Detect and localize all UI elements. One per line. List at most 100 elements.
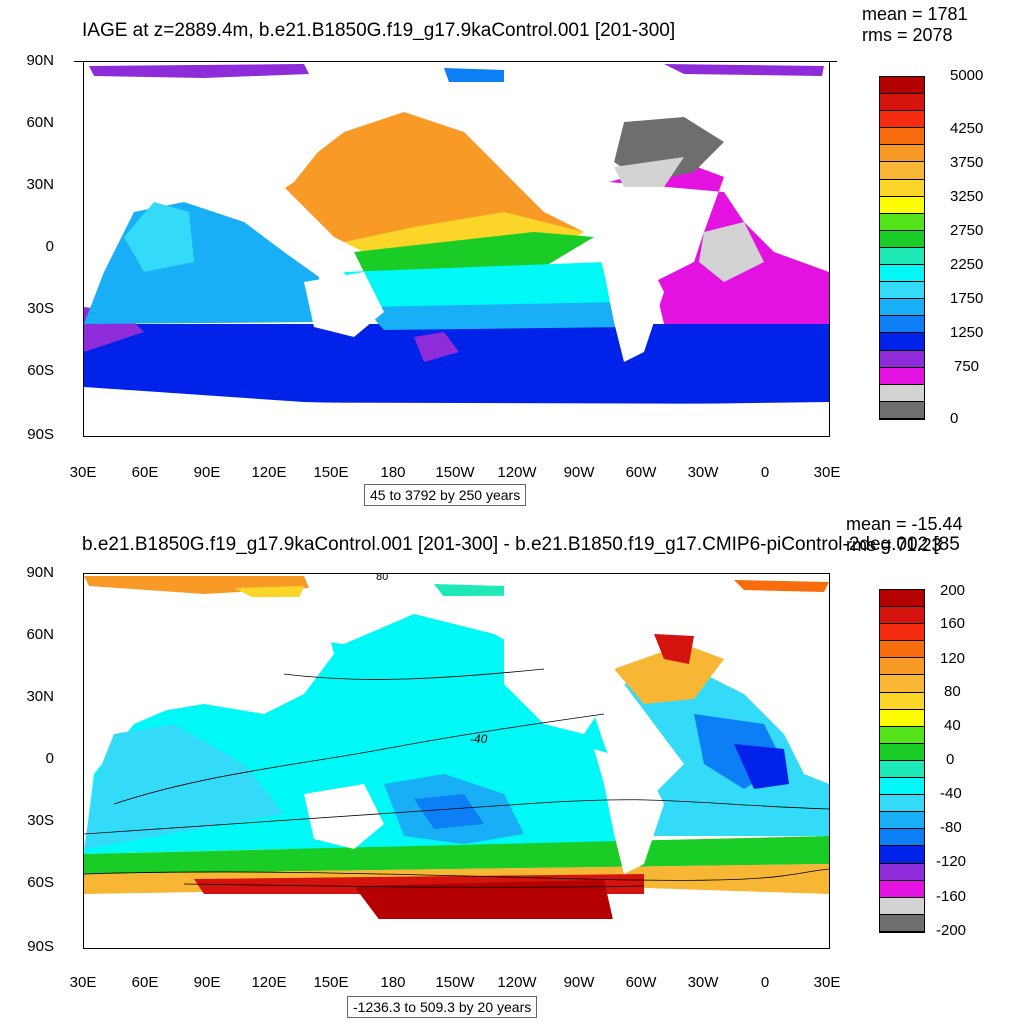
top-eurasia-land: [84, 92, 334, 222]
colorbar-label: -80: [940, 819, 962, 836]
bottom-contour-line: [283, 668, 545, 680]
bottom-eurasia-land: [84, 604, 334, 734]
bottom-lon-label: 30E: [813, 974, 841, 991]
top-lat-label: 30N: [26, 176, 54, 193]
colorbar-swatch: [880, 401, 924, 419]
bottom-mean-label: mean = -15.44: [846, 514, 963, 534]
colorbar-swatch: [880, 316, 924, 334]
bottom-arctic-red: [734, 580, 829, 592]
bottom-north-atlantic-red: [654, 634, 694, 664]
colorbar-swatch: [880, 709, 924, 727]
top-lat-label: 90N: [26, 52, 54, 69]
bottom-antarctica-land: [84, 919, 829, 948]
colorbar-label: 200: [940, 582, 966, 599]
bottom-lon-label: 90W: [563, 974, 595, 991]
top-panel: IAGE at z=2889.4m, b.e21.B1850G.f19_g17.…: [26, 4, 984, 506]
bottom-lon-label: 150E: [313, 974, 349, 991]
top-rms-label: rms = 2078: [862, 25, 953, 45]
top-lon-label: 90E: [193, 464, 221, 481]
colorbar-swatch: [880, 795, 924, 813]
colorbar-swatch: [880, 607, 924, 625]
colorbar-swatch: [880, 94, 924, 112]
top-arctic-purple: [89, 64, 309, 78]
colorbar-label: 80: [944, 683, 961, 700]
colorbar-swatch: [880, 914, 924, 932]
top-lat-label: 90S: [27, 426, 54, 443]
top-pacific-blue: [364, 302, 629, 330]
colorbar-label: 1250: [950, 324, 984, 341]
bottom-north-atlantic-orange: [614, 644, 724, 704]
colorbar-swatch: [880, 760, 924, 779]
top-africa-land: [744, 102, 829, 262]
colorbar-swatch: [880, 590, 924, 608]
bottom-contour-line: [84, 868, 829, 881]
colorbar-swatch: [880, 230, 924, 248]
colorbar-swatch: [880, 846, 924, 864]
colorbar-swatch: [880, 675, 924, 693]
colorbar-label: 0: [950, 410, 959, 427]
top-panel-title: IAGE at z=2889.4m, b.e21.B1850G.f19_g17.…: [82, 20, 676, 41]
bottom-contour-line: [84, 799, 829, 835]
colorbar-swatch: [880, 247, 924, 266]
top-australia-land: [304, 272, 384, 337]
top-indian-light: [124, 202, 194, 272]
top-lon-label: 120W: [497, 464, 537, 481]
colorbar-label: 1750: [950, 290, 984, 307]
colorbar-label: 0: [946, 751, 955, 768]
colorbar-swatch: [880, 299, 924, 317]
top-arctic-purple-east: [664, 64, 824, 76]
bottom-contour-line: [183, 883, 645, 888]
bottom-lon-label: 90E: [193, 974, 221, 991]
colorbar-swatch: [880, 367, 924, 385]
colorbar-swatch: [880, 829, 924, 847]
top-lon-label: 60W: [625, 464, 657, 481]
bottom-colorbar: [879, 589, 925, 933]
bottom-lat-label: 60S: [27, 874, 54, 891]
bottom-lon-label: 30E: [69, 974, 97, 991]
bottom-north-land: [84, 594, 829, 624]
top-lon-label: 30W: [687, 464, 719, 481]
top-pacific-cyan: [344, 262, 624, 317]
bottom-indian-lightblue: [84, 724, 284, 849]
colorbar-label: -120: [936, 853, 967, 870]
bottom-lat-label: 30S: [27, 812, 54, 829]
colorbar-label: -200: [936, 922, 967, 939]
bottom-lat-label: 30N: [26, 688, 54, 705]
bottom-lon-label: 120W: [497, 974, 537, 991]
top-lon-label: 0: [760, 464, 770, 481]
bottom-contour-label: -40: [470, 732, 488, 746]
bottom-map-graphic: -40 80: [84, 574, 829, 948]
bottom-pacific-darkblue: [414, 794, 484, 829]
colorbar-swatch: [880, 624, 924, 642]
bottom-panel: mean = -15.44 rms = 71.23 b.e21.B1850G.f…: [0, 512, 1024, 1024]
bottom-panel-title: b.e21.B1850G.f19_g17.9kaControl.001 [201…: [82, 534, 960, 555]
colorbar-swatch: [880, 743, 924, 761]
bottom-lat-label: 90S: [27, 938, 54, 955]
top-map: [83, 61, 830, 437]
top-indian-ocean: [84, 202, 324, 324]
top-lon-label: 30E: [69, 464, 97, 481]
top-lon-label: 60E: [131, 464, 159, 481]
top-map-graphic: [84, 64, 829, 436]
top-range-label: 45 to 3792 by 250 years: [364, 484, 527, 506]
colorbar-label: 3250: [950, 188, 984, 205]
colorbar-swatch: [880, 213, 924, 231]
top-antarctica-land: [84, 402, 829, 436]
top-south-america-land: [594, 237, 664, 362]
colorbar-label: 160: [940, 615, 966, 632]
colorbar-swatch: [880, 726, 924, 744]
colorbar-swatch: [880, 162, 924, 180]
colorbar-swatch: [880, 128, 924, 146]
bottom-north-america-land: [504, 606, 624, 734]
bottom-panel-stats: mean = -15.44 rms = 71.23: [846, 514, 963, 556]
top-atlantic-lightgray: [699, 222, 764, 282]
top-lon-label: 180: [380, 464, 406, 481]
bottom-lat-label: 60N: [26, 626, 54, 643]
top-lat-label: 60S: [27, 362, 54, 379]
top-lon-label: 150E: [313, 464, 349, 481]
colorbar-swatch: [880, 692, 924, 710]
colorbar-swatch: [880, 265, 924, 283]
top-lon-label: 30E: [813, 464, 841, 481]
bottom-lat-label: 0: [45, 750, 54, 767]
colorbar-swatch: [880, 333, 924, 351]
